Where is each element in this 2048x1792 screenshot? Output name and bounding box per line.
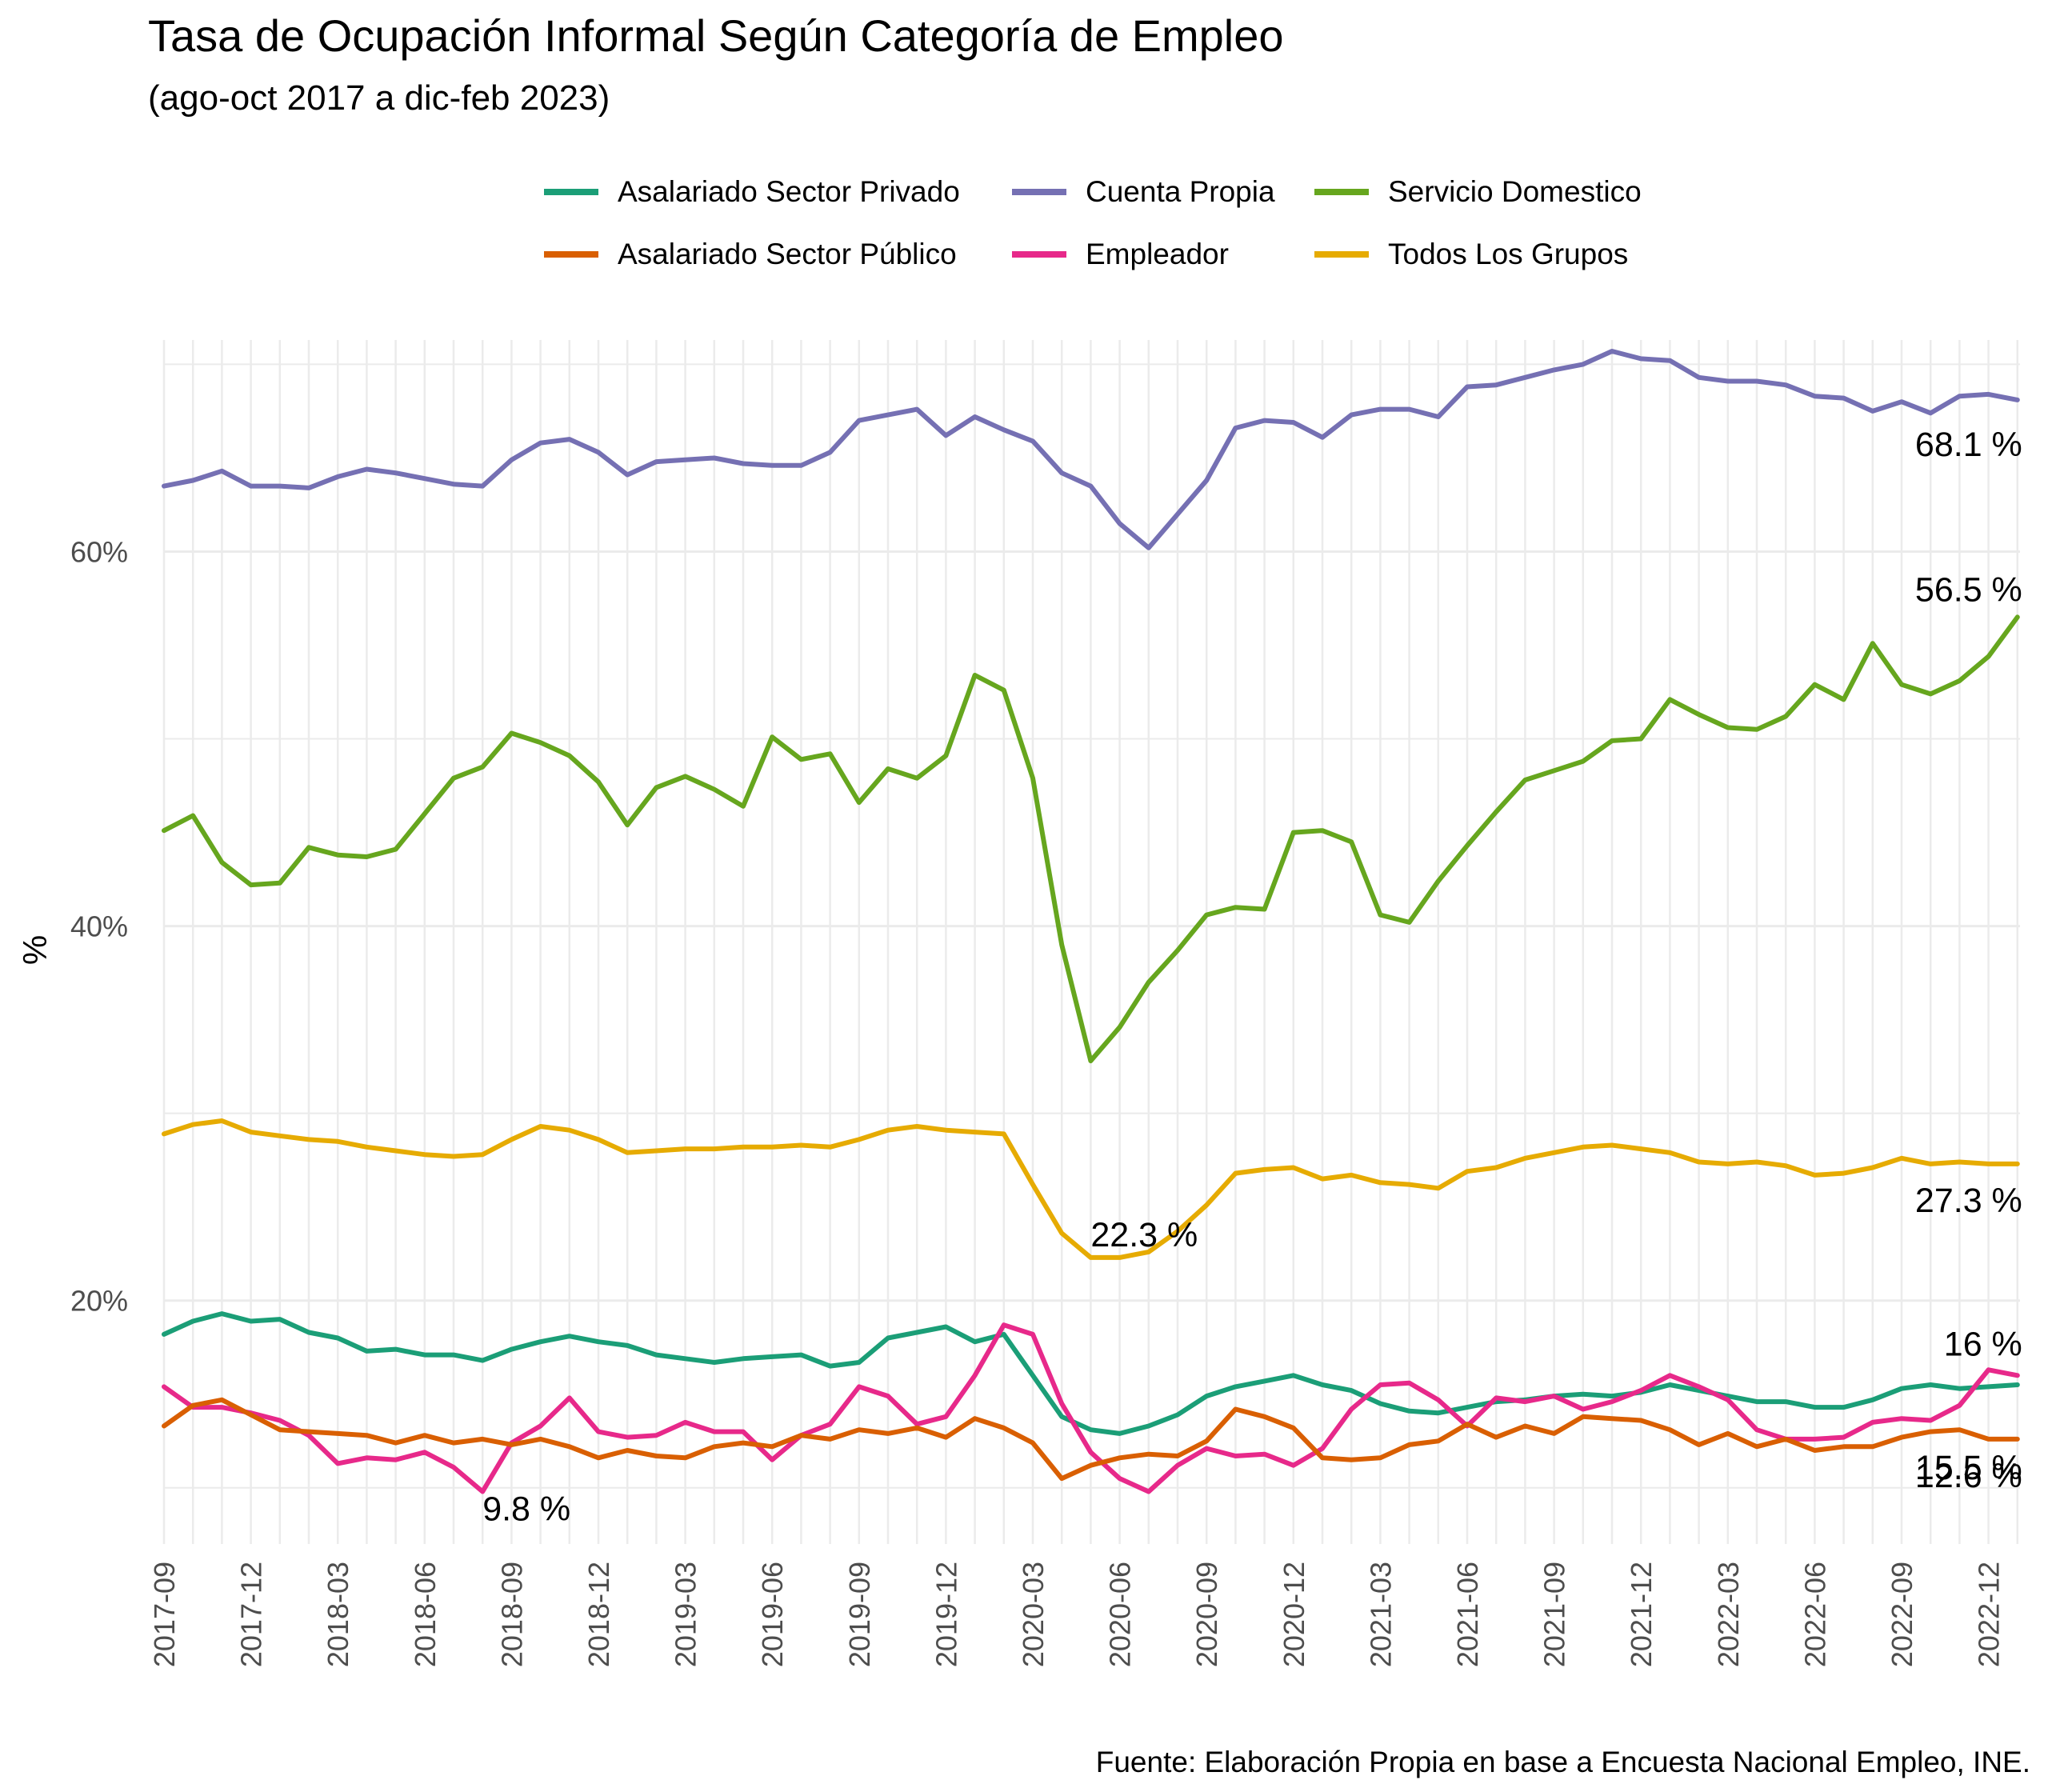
source-caption: Fuente: Elaboración Propia en base a Enc… — [1095, 1746, 2030, 1778]
legend-swatch — [544, 189, 598, 195]
x-tick-label: 2022-03 — [1712, 1562, 1745, 1667]
legend-label: Todos Los Grupos — [1388, 238, 1629, 270]
x-tick-label: 2017-09 — [148, 1562, 181, 1667]
data-label: 68.1 % — [1915, 426, 2022, 464]
gridlines — [162, 340, 2020, 1544]
data-label: 9.8 % — [482, 1490, 570, 1528]
x-tick-label: 2017-12 — [235, 1562, 268, 1667]
data-labels: 68.1 % 56.5 % 27.3 % 22.3 % 16 % 15.5 %12.6 %… — [482, 426, 2022, 1529]
legend-item-empleador: Empleador — [1012, 230, 1229, 278]
data-label: 22.3 % — [1090, 1216, 1198, 1254]
legend-swatch — [544, 251, 598, 258]
series-line — [162, 1118, 2020, 1260]
legend-item-propia: Cuenta Propia — [1012, 168, 1275, 216]
data-label: 56.5 % — [1915, 570, 2022, 609]
x-tick-label: 2021-06 — [1451, 1562, 1484, 1667]
x-tick-label: 2018-09 — [495, 1562, 528, 1667]
x-tick-label: 2019-12 — [930, 1562, 962, 1667]
legend-label: Asalariado Sector Público — [618, 238, 957, 270]
x-tick-label: 2021-03 — [1364, 1562, 1397, 1667]
chart-title: Tasa de Ocupación Informal Según Categor… — [148, 10, 1284, 61]
legend-swatch — [1012, 251, 1066, 258]
legend-label: Asalariado Sector Privado — [618, 175, 960, 208]
data-label: 27.3 % — [1915, 1182, 2022, 1220]
legend-item-todos: Todos Los Grupos — [1314, 230, 1628, 278]
x-tick-label: 2021-12 — [1625, 1562, 1658, 1667]
legend-label: Servicio Domestico — [1388, 175, 1642, 208]
data-label: 15.5 % — [1915, 1449, 2022, 1487]
x-tick-label: 2018-03 — [322, 1562, 354, 1667]
x-tick-label: 2020-06 — [1104, 1562, 1137, 1667]
x-tick-label: 2018-12 — [582, 1562, 615, 1667]
x-tick-label: 2022-06 — [1798, 1562, 1831, 1667]
series-line — [162, 1322, 2020, 1494]
y-tick-label: 20% — [70, 1285, 128, 1318]
legend-item-publico: Asalariado Sector Público — [544, 230, 957, 278]
series-line — [162, 614, 2020, 1064]
legend-item-privado: Asalariado Sector Privado — [544, 168, 960, 216]
x-tick-label: 2020-09 — [1190, 1562, 1223, 1667]
x-tick-label: 2022-12 — [1973, 1562, 2006, 1667]
x-tick-label: 2019-09 — [843, 1562, 876, 1667]
series-lines — [162, 349, 2020, 1494]
x-tick-label: 2020-12 — [1278, 1562, 1310, 1667]
x-tick-label: 2021-09 — [1538, 1562, 1571, 1667]
legend-swatch — [1012, 189, 1066, 195]
x-tick-label: 2018-06 — [409, 1562, 442, 1667]
x-tick-label: 2019-03 — [670, 1562, 702, 1667]
x-tick-label: 2022-09 — [1886, 1562, 1918, 1667]
data-label: 16 % — [1944, 1325, 2022, 1363]
legend-label: Empleador — [1086, 238, 1229, 270]
legend-item-domestico: Servicio Domestico — [1314, 168, 1642, 216]
x-tick-label: 2019-06 — [756, 1562, 789, 1667]
x-tick-label: 2020-03 — [1017, 1562, 1050, 1667]
legend-swatch — [1314, 189, 1369, 195]
axes: 20% 40% 60%% 2017-09 2017-12 2018-03 2018-06 20… — [16, 535, 2006, 1667]
legend-swatch — [1314, 251, 1369, 258]
chart-subtitle: (ago-oct 2017 a dic-feb 2023) — [148, 78, 610, 118]
data-label: 12.6 % — [1915, 1457, 2022, 1495]
y-axis-title: % — [16, 935, 54, 965]
legend: Asalariado Sector Privado Cuenta Propia … — [544, 168, 1744, 280]
series-line — [162, 349, 2020, 550]
series-line — [162, 1397, 2020, 1482]
legend-label: Cuenta Propia — [1086, 175, 1275, 208]
y-tick-label: 40% — [70, 910, 128, 943]
y-tick-label: 60% — [70, 535, 128, 568]
